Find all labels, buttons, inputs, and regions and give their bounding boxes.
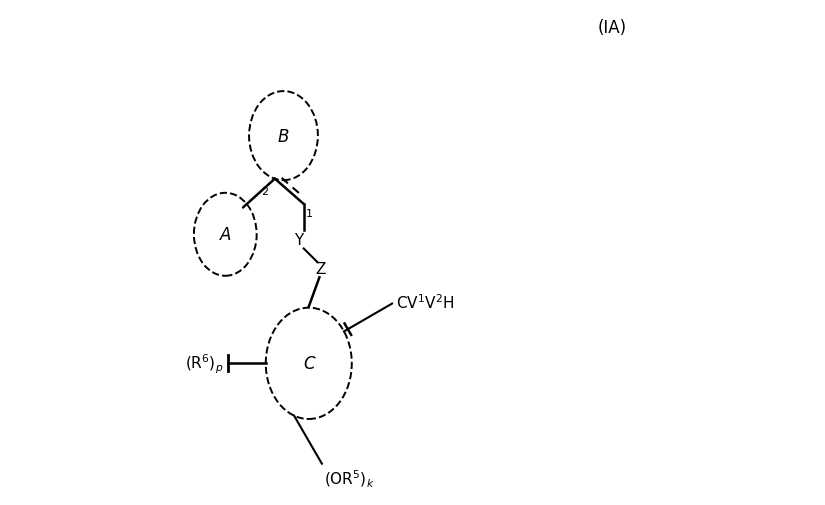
- Text: A: A: [219, 226, 231, 244]
- Text: B: B: [278, 127, 289, 145]
- Text: (OR$^5$)$_k$: (OR$^5$)$_k$: [324, 468, 375, 489]
- Text: 1: 1: [306, 208, 313, 218]
- Text: Z: Z: [315, 261, 326, 276]
- Text: (R$^6$)$_p$: (R$^6$)$_p$: [186, 352, 224, 375]
- Text: 2: 2: [261, 187, 268, 197]
- Text: (IA): (IA): [598, 19, 627, 37]
- Text: C: C: [303, 355, 314, 373]
- Text: Y: Y: [294, 232, 304, 247]
- Text: CV$^1$V$^2$H: CV$^1$V$^2$H: [396, 293, 455, 312]
